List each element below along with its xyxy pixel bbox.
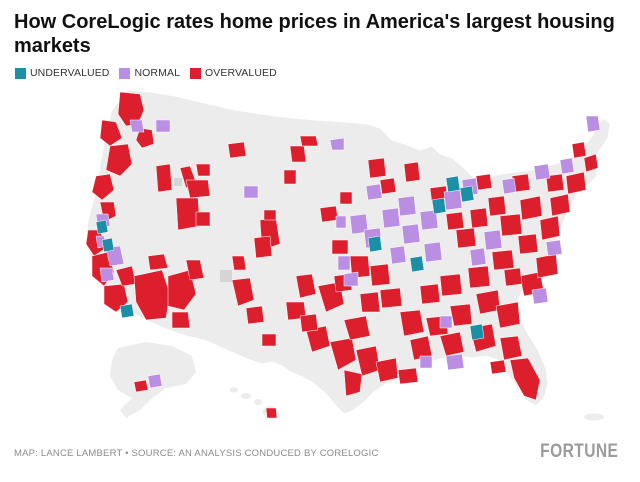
legend-label-normal: NORMAL [134,67,181,79]
legend-label-overvalued: OVERVALUED [205,67,277,79]
overvalued-markets [85,91,599,419]
undervalued-markets [95,175,485,341]
legend-item-overvalued: OVERVALUED [190,67,277,79]
legend-item-undervalued: UNDERVALUED [15,67,109,79]
normal-markets [95,115,601,389]
legend-swatch-normal [119,67,131,79]
legend-item-normal: NORMAL [119,67,180,79]
legend-swatch-overvalued [190,67,202,79]
brand-logo: FORTUNE [539,441,618,462]
legend-swatch-undervalued [15,67,26,79]
us-map [0,80,640,430]
legend: UNDERVALUED NORMAL OVERVALUED [15,67,277,79]
chart-title: How CoreLogic rates home prices in Ameri… [14,11,615,57]
puerto-rico-land [584,413,604,421]
unrated-markets [174,178,232,282]
map-credit: MAP: LANCE LAMBERT • SOURCE: AN ANALYSIS… [14,448,379,459]
legend-label-undervalued: UNDERVALUED [30,67,110,79]
us-map-svg [85,89,611,421]
